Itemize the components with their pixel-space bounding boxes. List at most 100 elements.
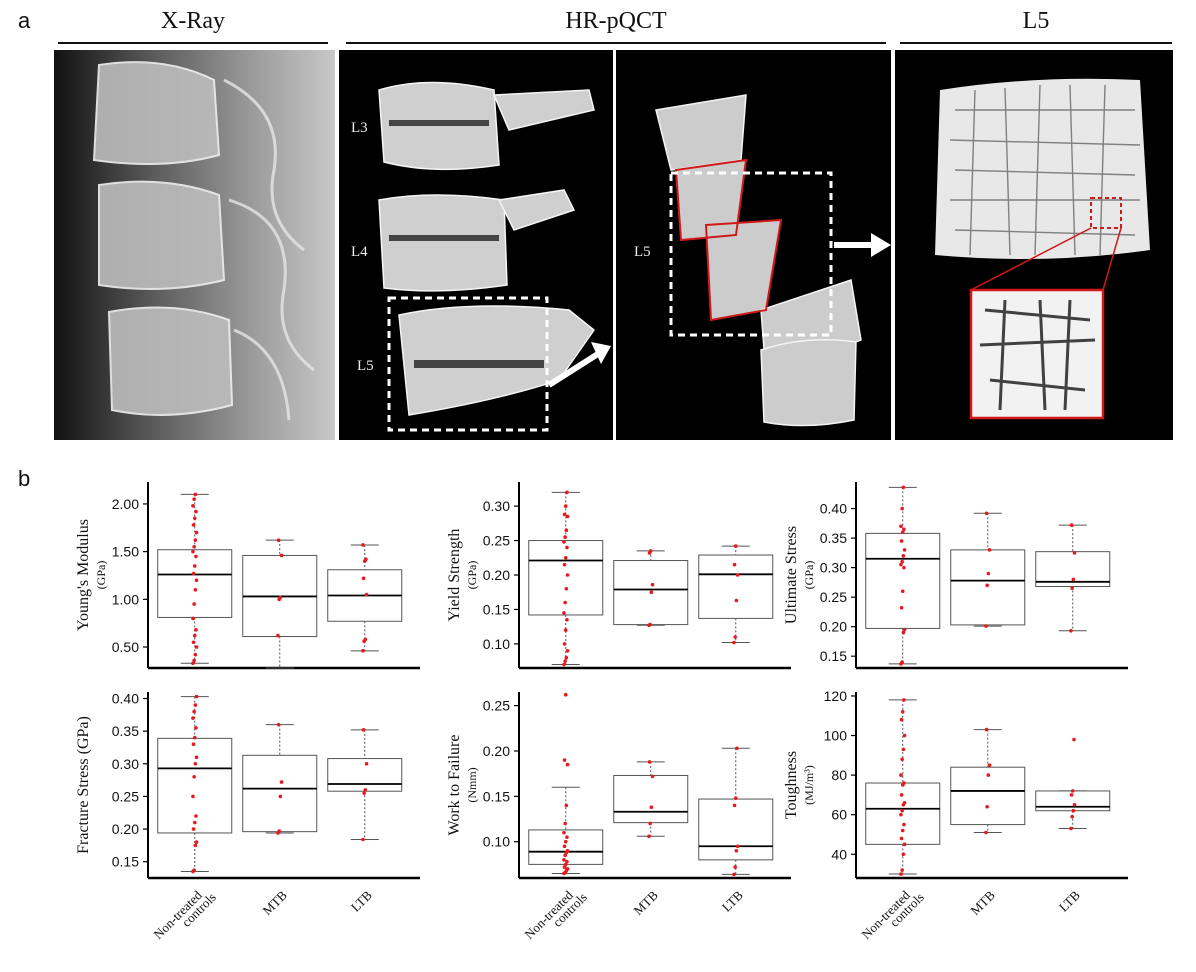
y-tick-label: 0.20 [112, 821, 139, 837]
data-point [565, 514, 570, 519]
data-point [1070, 814, 1074, 819]
boxplot-0: 0.50 1.00 1.50 2.00 Young's Modulus (GPa) [75, 482, 420, 670]
y-axis-unit: (GPa) [465, 561, 479, 590]
data-point [1069, 523, 1074, 527]
data-point [364, 592, 369, 597]
data-point [900, 559, 904, 564]
data-point [649, 805, 654, 810]
data-point [191, 523, 196, 527]
box-iqr [157, 549, 233, 618]
y-tick-label: 80 [831, 767, 847, 783]
x-category-label: LTB [348, 887, 375, 914]
y-axis-unit: (GPa) [94, 561, 108, 590]
data-point [363, 788, 368, 792]
data-point [648, 622, 652, 627]
data-point [192, 564, 197, 568]
data-point [565, 867, 570, 871]
data-point [902, 698, 906, 702]
data-point [563, 821, 567, 826]
y-tick-label: 40 [831, 846, 847, 862]
data-point [193, 652, 198, 657]
data-point [984, 727, 989, 732]
data-point [361, 837, 365, 842]
zoom-source-box [1090, 197, 1122, 229]
data-point [278, 794, 283, 799]
y-axis-label: Toughness [783, 751, 800, 819]
data-point [563, 862, 568, 867]
data-point [364, 761, 369, 766]
data-point [564, 586, 569, 591]
x-category-label: MTB [630, 887, 661, 918]
data-point [562, 540, 566, 544]
y-tick-label: 0.15 [483, 601, 510, 617]
hrpqct-cut-image: L5 [616, 50, 891, 440]
data-point [901, 630, 906, 635]
y-tick-label: 0.30 [112, 756, 139, 772]
data-point [650, 582, 655, 587]
data-point [901, 485, 906, 490]
data-point [565, 762, 570, 767]
label-l5: L5 [357, 358, 374, 374]
data-point [278, 595, 283, 600]
data-point [565, 490, 569, 495]
data-point [734, 848, 739, 853]
y-tick-label: 0.30 [483, 498, 510, 514]
data-point [192, 497, 196, 501]
data-point [648, 821, 652, 826]
data-point [1072, 802, 1077, 807]
data-point [1069, 629, 1073, 633]
box-iqr [613, 774, 689, 824]
data-point [193, 703, 198, 707]
section-title-l5: L5 [1022, 8, 1050, 34]
data-point [1071, 577, 1076, 582]
data-point [193, 843, 198, 848]
data-point [647, 834, 651, 839]
data-point [279, 553, 284, 558]
data-point [194, 755, 199, 760]
data-point [563, 535, 567, 539]
data-point [563, 692, 568, 697]
y-axis-label: Yield Strength [446, 529, 463, 622]
data-point [361, 728, 366, 732]
data-point [563, 504, 568, 508]
data-point [194, 645, 199, 649]
data-point [191, 716, 195, 720]
box-iqr [613, 560, 689, 626]
data-point [191, 742, 196, 747]
data-point [363, 637, 368, 642]
data-point [899, 539, 904, 543]
y-axis-label: Work to Failure [446, 735, 463, 836]
section-title-xray: X-Ray [161, 8, 225, 34]
data-point [901, 747, 906, 752]
data-point [562, 662, 566, 667]
data-point [732, 872, 736, 877]
data-point [900, 709, 905, 714]
hrpqct-stack-image: L3 L4 L5 [339, 50, 613, 440]
data-point [987, 763, 992, 768]
y-axis-label: Fracture Stress (GPa) [75, 716, 92, 854]
data-point [735, 746, 739, 751]
data-point [900, 757, 904, 762]
xray-image [54, 50, 335, 440]
x-category-label: LTB [1056, 887, 1083, 914]
data-point [279, 780, 284, 784]
data-point [563, 555, 568, 560]
boxplot-2: 0.15 0.20 0.25 0.30 0.35 0.40 Ultimate Stress(… [783, 482, 1128, 670]
data-point [194, 554, 198, 559]
data-point [901, 852, 906, 857]
data-point [735, 573, 740, 577]
data-point [193, 761, 198, 766]
data-point [900, 828, 905, 833]
data-point [563, 600, 567, 605]
data-point [734, 598, 739, 603]
y-tick-label: 0.25 [483, 698, 510, 714]
data-point [562, 512, 567, 517]
y-tick-label: 0.15 [820, 648, 847, 664]
data-point [900, 589, 905, 594]
data-point [193, 492, 198, 497]
data-point [192, 633, 197, 638]
data-point [276, 538, 281, 542]
y-tick-label: 0.20 [483, 567, 510, 583]
data-point [192, 516, 197, 521]
